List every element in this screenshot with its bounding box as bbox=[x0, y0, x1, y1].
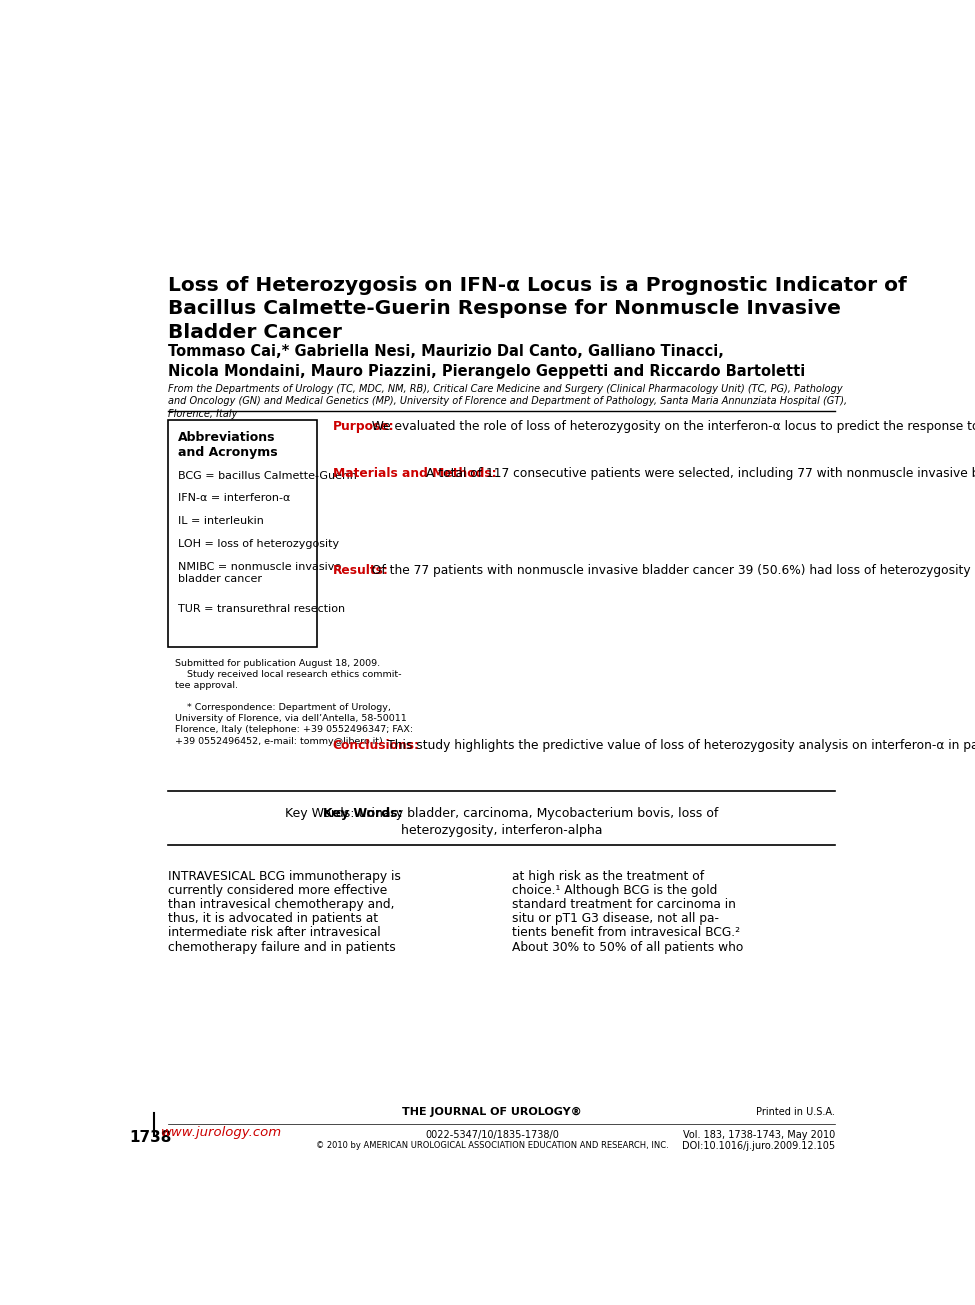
Text: Abbreviations
and Acronyms: Abbreviations and Acronyms bbox=[177, 431, 277, 459]
Text: This study highlights the predictive value of loss of heterozygosity analysis on: This study highlights the predictive val… bbox=[332, 739, 975, 752]
Text: From the Departments of Urology (TC, MDC, NM, RB), Critical Care Medicine and Su: From the Departments of Urology (TC, MDC… bbox=[169, 384, 847, 419]
Text: Materials and Methods:: Materials and Methods: bbox=[332, 467, 496, 480]
Text: than intravesical chemotherapy and,: than intravesical chemotherapy and, bbox=[169, 898, 395, 911]
Text: Vol. 183, 1738-1743, May 2010: Vol. 183, 1738-1743, May 2010 bbox=[682, 1130, 835, 1139]
Text: at high risk as the treatment of: at high risk as the treatment of bbox=[513, 870, 705, 883]
Text: IL = interleukin: IL = interleukin bbox=[177, 517, 263, 526]
Text: Results:: Results: bbox=[332, 564, 389, 577]
Text: INTRAVESICAL BCG immunotherapy is: INTRAVESICAL BCG immunotherapy is bbox=[169, 870, 402, 883]
Text: www.jurology.com: www.jurology.com bbox=[161, 1126, 282, 1139]
Text: We evaluated the role of loss of heterozygosity on the interferon-α locus to pre: We evaluated the role of loss of heteroz… bbox=[332, 420, 975, 433]
Text: Conclusions:: Conclusions: bbox=[332, 739, 419, 752]
Text: A total of 117 consecutive patients were selected, including 77 with nonmuscle i: A total of 117 consecutive patients were… bbox=[332, 467, 975, 480]
Text: standard treatment for carcinoma in: standard treatment for carcinoma in bbox=[513, 898, 736, 911]
Text: © 2010 by AMERICAN UROLOGICAL ASSOCIATION EDUCATION AND RESEARCH, INC.: © 2010 by AMERICAN UROLOGICAL ASSOCIATIO… bbox=[316, 1141, 668, 1150]
Text: choice.¹ Although BCG is the gold: choice.¹ Although BCG is the gold bbox=[513, 885, 718, 897]
Text: Tommaso Cai,* Gabriella Nesi, Maurizio Dal Canto, Galliano Tinacci,
Nicola Monda: Tommaso Cai,* Gabriella Nesi, Maurizio D… bbox=[169, 343, 805, 378]
Text: About 30% to 50% of all patients who: About 30% to 50% of all patients who bbox=[513, 941, 744, 954]
Text: Purpose:: Purpose: bbox=[332, 420, 394, 433]
Text: TUR = transurethral resection: TUR = transurethral resection bbox=[177, 604, 345, 613]
Text: chemotherapy failure and in patients: chemotherapy failure and in patients bbox=[169, 941, 396, 954]
Text: Key Words: urinary bladder, carcinoma, Mycobacterium bovis, loss of
heterozygosi: Key Words: urinary bladder, carcinoma, M… bbox=[285, 806, 719, 837]
Text: THE JOURNAL OF UROLOGY®: THE JOURNAL OF UROLOGY® bbox=[402, 1107, 582, 1117]
Text: 1738: 1738 bbox=[130, 1130, 172, 1144]
Text: Key Words:: Key Words: bbox=[323, 806, 403, 820]
Text: intermediate risk after intravesical: intermediate risk after intravesical bbox=[169, 927, 381, 940]
Text: Submitted for publication August 18, 2009.
    Study received local research eth: Submitted for publication August 18, 200… bbox=[175, 659, 401, 690]
Text: Of the 77 patients with nonmuscle invasive bladder cancer 39 (50.6%) had loss of: Of the 77 patients with nonmuscle invasi… bbox=[332, 564, 975, 577]
Text: BCG = bacillus Calmette-Guerin: BCG = bacillus Calmette-Guerin bbox=[177, 471, 357, 480]
Text: NMIBC = nonmuscle invasive
bladder cancer: NMIBC = nonmuscle invasive bladder cance… bbox=[177, 561, 341, 583]
Text: LOH = loss of heterozygosity: LOH = loss of heterozygosity bbox=[177, 539, 338, 549]
Text: currently considered more effective: currently considered more effective bbox=[169, 885, 388, 897]
Text: Printed in U.S.A.: Printed in U.S.A. bbox=[756, 1107, 835, 1117]
Text: thus, it is advocated in patients at: thus, it is advocated in patients at bbox=[169, 912, 378, 925]
Text: 0022-5347/10/1835-1738/0: 0022-5347/10/1835-1738/0 bbox=[425, 1130, 559, 1139]
Text: * Correspondence: Department of Urology,
University of Florence, via dell’Antell: * Correspondence: Department of Urology,… bbox=[175, 703, 412, 745]
Text: Loss of Heterozygosis on IFN-α Locus is a Prognostic Indicator of
Bacillus Calme: Loss of Heterozygosis on IFN-α Locus is … bbox=[169, 275, 907, 342]
Text: situ or pT1 G3 disease, not all pa-: situ or pT1 G3 disease, not all pa- bbox=[513, 912, 720, 925]
Text: tients benefit from intravesical BCG.²: tients benefit from intravesical BCG.² bbox=[513, 927, 740, 940]
Text: IFN-α = interferon-α: IFN-α = interferon-α bbox=[177, 493, 290, 504]
FancyBboxPatch shape bbox=[169, 420, 317, 647]
Text: DOI:10.1016/j.juro.2009.12.105: DOI:10.1016/j.juro.2009.12.105 bbox=[682, 1141, 835, 1151]
